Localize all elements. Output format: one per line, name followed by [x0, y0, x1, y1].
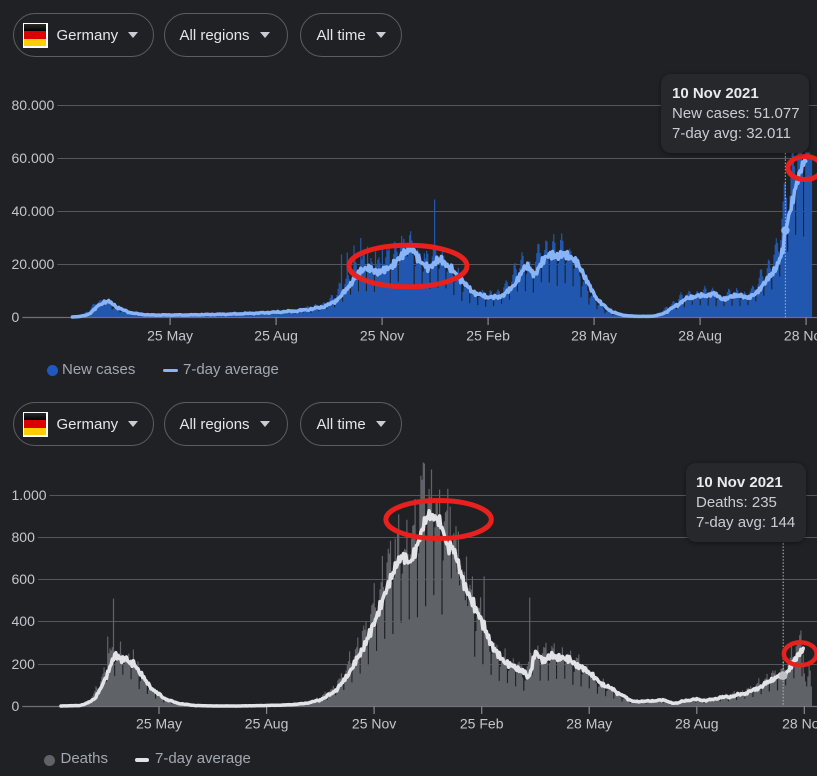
svg-text:1.000: 1.000 [12, 487, 47, 503]
svg-text:60.000: 60.000 [12, 150, 55, 166]
svg-text:28 May: 28 May [566, 716, 612, 732]
svg-text:40.000: 40.000 [12, 203, 55, 219]
svg-text:0: 0 [12, 698, 20, 714]
svg-text:28 Aug: 28 Aug [675, 716, 719, 732]
svg-text:28 Nov: 28 Nov [784, 328, 817, 344]
svg-text:200: 200 [12, 656, 36, 672]
svg-text:25 Nov: 25 Nov [360, 328, 404, 344]
svg-text:25 Feb: 25 Feb [460, 716, 504, 732]
svg-text:25 Nov: 25 Nov [352, 716, 396, 732]
svg-text:28 Aug: 28 Aug [678, 328, 722, 344]
svg-text:80.000: 80.000 [12, 97, 55, 113]
svg-text:25 May: 25 May [147, 328, 193, 344]
svg-text:28 Nov: 28 Nov [782, 716, 817, 732]
svg-text:0: 0 [12, 309, 20, 325]
svg-text:20.000: 20.000 [12, 256, 55, 272]
svg-text:25 Aug: 25 Aug [245, 716, 289, 732]
svg-text:800: 800 [12, 529, 36, 545]
svg-text:25 May: 25 May [136, 716, 182, 732]
svg-text:25 Feb: 25 Feb [466, 328, 510, 344]
svg-text:28 May: 28 May [571, 328, 617, 344]
svg-text:600: 600 [12, 571, 36, 587]
svg-text:400: 400 [12, 613, 36, 629]
svg-text:25 Aug: 25 Aug [254, 328, 298, 344]
